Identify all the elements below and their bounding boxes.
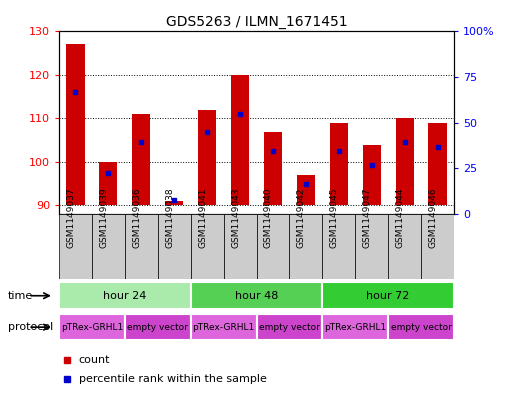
- Text: protocol: protocol: [8, 322, 53, 332]
- Bar: [264, 132, 282, 206]
- Text: GSM1149041: GSM1149041: [198, 187, 207, 248]
- Text: hour 48: hour 48: [235, 291, 278, 301]
- Text: GSM1149043: GSM1149043: [231, 187, 240, 248]
- Text: pTRex-GRHL1: pTRex-GRHL1: [324, 323, 386, 332]
- Bar: [165, 201, 183, 206]
- Bar: [256, 214, 289, 279]
- Text: hour 24: hour 24: [103, 291, 147, 301]
- Text: hour 72: hour 72: [366, 291, 410, 301]
- Text: GSM1149037: GSM1149037: [67, 187, 75, 248]
- Text: GSM1149038: GSM1149038: [165, 187, 174, 248]
- Bar: [322, 283, 454, 309]
- Bar: [92, 214, 125, 279]
- Text: GSM1149039: GSM1149039: [100, 187, 108, 248]
- Text: pTRex-GRHL1: pTRex-GRHL1: [61, 323, 123, 332]
- Bar: [100, 162, 117, 206]
- Bar: [59, 283, 191, 309]
- Bar: [355, 214, 388, 279]
- Bar: [330, 123, 348, 206]
- Bar: [289, 214, 322, 279]
- Bar: [125, 214, 158, 279]
- Bar: [198, 110, 216, 206]
- Bar: [428, 123, 447, 206]
- Bar: [59, 314, 125, 340]
- Bar: [66, 44, 85, 206]
- Text: empty vector: empty vector: [259, 323, 320, 332]
- Text: GSM1149045: GSM1149045: [330, 187, 339, 248]
- Text: GSM1149047: GSM1149047: [363, 187, 372, 248]
- Text: GSM1149036: GSM1149036: [132, 187, 141, 248]
- Bar: [158, 214, 191, 279]
- Title: GDS5263 / ILMN_1671451: GDS5263 / ILMN_1671451: [166, 15, 347, 29]
- Bar: [322, 214, 355, 279]
- Bar: [59, 214, 92, 279]
- Text: percentile rank within the sample: percentile rank within the sample: [79, 374, 267, 384]
- Bar: [191, 283, 322, 309]
- Bar: [388, 314, 454, 340]
- Text: empty vector: empty vector: [127, 323, 188, 332]
- Bar: [396, 118, 413, 206]
- Bar: [231, 75, 249, 206]
- Text: time: time: [8, 291, 33, 301]
- Bar: [224, 214, 256, 279]
- Text: GSM1149040: GSM1149040: [264, 187, 273, 248]
- Bar: [191, 314, 256, 340]
- Text: GSM1149046: GSM1149046: [428, 187, 438, 248]
- Bar: [322, 314, 388, 340]
- Text: GSM1149042: GSM1149042: [297, 187, 306, 248]
- Bar: [132, 114, 150, 206]
- Text: empty vector: empty vector: [391, 323, 451, 332]
- Bar: [363, 145, 381, 206]
- Bar: [297, 175, 315, 206]
- Bar: [388, 214, 421, 279]
- Text: GSM1149044: GSM1149044: [396, 187, 405, 248]
- Bar: [125, 314, 191, 340]
- Text: count: count: [79, 354, 110, 365]
- Bar: [191, 214, 224, 279]
- Text: pTRex-GRHL1: pTRex-GRHL1: [192, 323, 255, 332]
- Bar: [256, 314, 322, 340]
- Bar: [421, 214, 454, 279]
